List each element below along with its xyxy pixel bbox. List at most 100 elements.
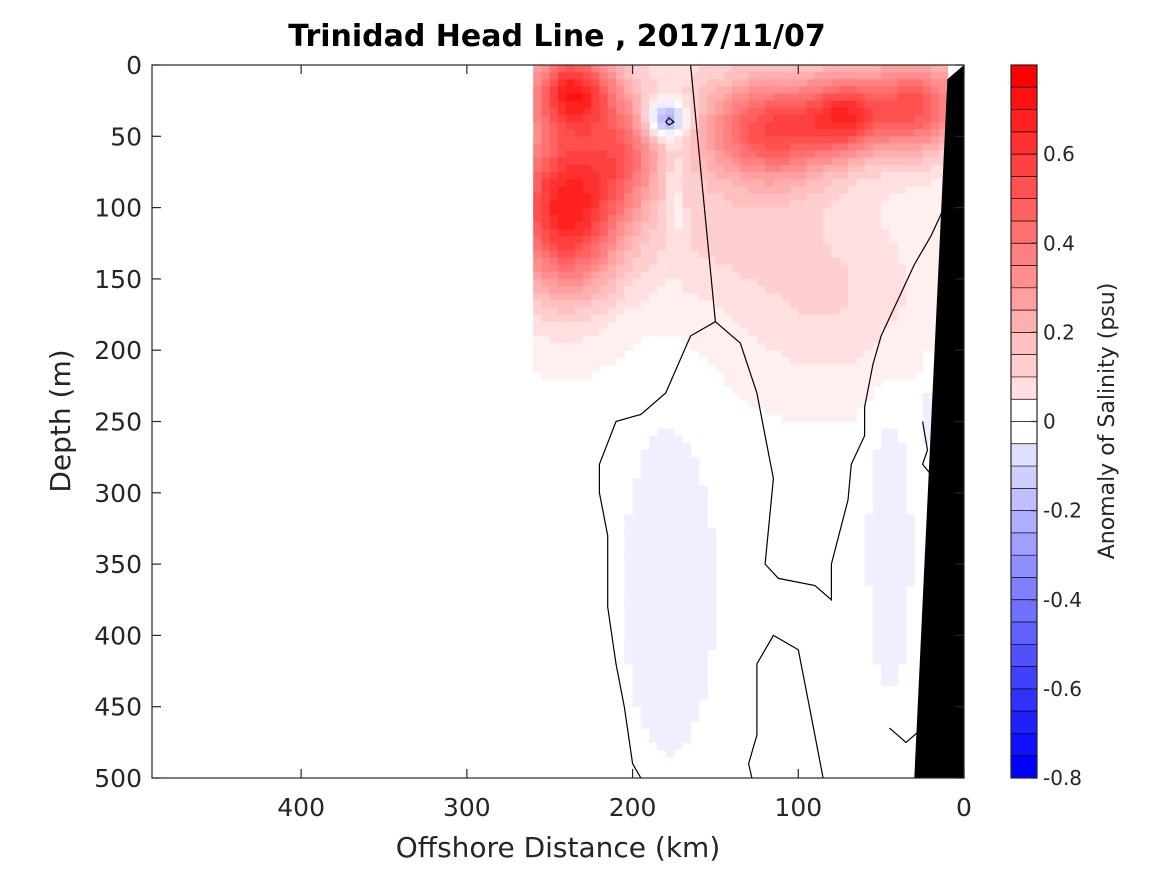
field-cell: [914, 293, 924, 301]
field-cell: [765, 264, 775, 273]
field-cell: [864, 171, 874, 180]
field-cell: [707, 143, 717, 152]
field-cell: [897, 578, 907, 587]
field-cell: [657, 471, 667, 480]
field-cell: [732, 278, 741, 287]
field-cell: [640, 478, 650, 487]
field-cell: [848, 271, 857, 280]
field-cell: [582, 179, 592, 187]
field-cell: [582, 114, 592, 123]
field-cell: [690, 514, 700, 522]
field-cell: [649, 236, 659, 244]
field-cell: [831, 79, 841, 87]
field-cell: [906, 286, 915, 294]
field-cell: [889, 343, 899, 351]
field-cell: [640, 549, 650, 558]
field-cell: [906, 179, 915, 187]
field-cell: [881, 542, 891, 551]
field-cell: [831, 136, 841, 145]
field-cell: [740, 392, 750, 401]
field-cell: [549, 257, 559, 266]
field-cell: [649, 100, 659, 109]
field-cell: [624, 200, 634, 209]
field-cell: [715, 228, 725, 237]
field-cell: [773, 65, 783, 73]
field-cell: [831, 364, 841, 373]
field-cell: [690, 528, 700, 537]
field-cell: [831, 143, 841, 152]
field-cell: [698, 564, 708, 572]
field-cell: [765, 385, 775, 394]
field-cell: [566, 293, 576, 301]
field-cell: [566, 371, 576, 380]
field-cell: [906, 136, 915, 145]
field-cell: [748, 243, 758, 251]
field-cell: [541, 350, 551, 358]
field-cell: [765, 300, 775, 309]
field-cell: [649, 171, 659, 180]
field-cell: [624, 257, 634, 266]
field-cell: [856, 93, 866, 102]
y-tick-label: 200: [94, 336, 142, 365]
field-cell: [939, 65, 949, 73]
field-cell: [707, 171, 717, 180]
field-cell: [765, 200, 775, 209]
field-cell: [640, 250, 650, 259]
field-cell: [599, 314, 609, 323]
field-cell: [814, 335, 824, 344]
field-cell: [624, 300, 634, 309]
field-cell: [939, 86, 949, 95]
field-cell: [889, 228, 899, 237]
field-cell: [790, 186, 799, 194]
field-cell: [806, 314, 816, 323]
field-cell: [790, 407, 799, 415]
field-cell: [930, 150, 940, 159]
field-cell: [591, 65, 601, 73]
colorbar-swatch: [1011, 555, 1037, 578]
field-cell: [839, 314, 849, 323]
field-cell: [549, 93, 559, 102]
field-cell: [848, 300, 857, 309]
field-cell: [773, 136, 783, 145]
field-cell: [682, 193, 692, 202]
field-cell: [897, 207, 907, 216]
field-cell: [549, 300, 559, 309]
field-cell: [624, 328, 634, 337]
field-cell: [624, 72, 634, 80]
colorbar-swatch: [1011, 287, 1037, 311]
field-cell: [823, 257, 833, 266]
field-cell: [657, 614, 667, 622]
field-cell: [640, 164, 650, 173]
field-cell: [765, 407, 775, 415]
field-cell: [848, 72, 857, 80]
field-cell: [674, 606, 683, 615]
field-cell: [889, 649, 899, 658]
field-cell: [831, 328, 841, 337]
field-cell: [665, 72, 675, 80]
field-cell: [839, 400, 849, 408]
field-cell: [665, 457, 675, 465]
field-cell: [682, 221, 692, 230]
field-cell: [814, 122, 824, 130]
field-cell: [715, 157, 725, 166]
field-cell: [657, 528, 667, 537]
field-cell: [889, 435, 899, 444]
field-cell: [582, 157, 592, 166]
field-cell: [674, 635, 683, 644]
field-cell: [872, 143, 882, 152]
field-cell: [582, 214, 592, 223]
field-cell: [897, 485, 907, 494]
field-cell: [930, 271, 940, 280]
field-cell: [806, 236, 816, 244]
field-cell: [707, 556, 717, 565]
field-cell: [582, 200, 592, 209]
field-cell: [881, 649, 891, 658]
field-cell: [665, 478, 675, 487]
field-cell: [756, 250, 766, 259]
field-cell: [723, 129, 733, 137]
field-cell: [831, 400, 841, 408]
field-cell: [599, 186, 609, 194]
field-cell: [674, 628, 683, 636]
field-cell: [930, 79, 940, 87]
field-cell: [740, 100, 750, 109]
